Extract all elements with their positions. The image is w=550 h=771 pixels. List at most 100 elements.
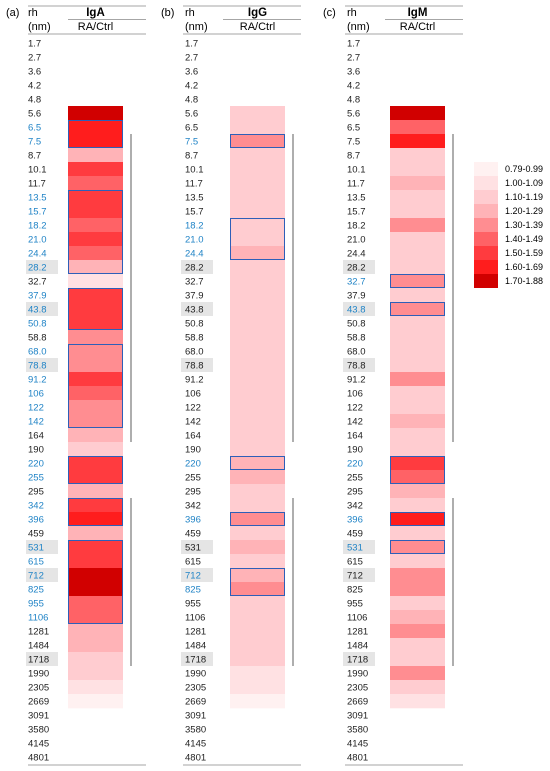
row-label: 58.8: [28, 333, 47, 344]
row-label: 24.4: [185, 249, 204, 260]
row-label: 615: [347, 557, 363, 568]
row-label: 7.5: [347, 137, 360, 148]
heat-cell: [230, 652, 285, 667]
heat-cell: [68, 666, 123, 681]
heat-cell: [68, 442, 123, 457]
row-label: 396: [28, 515, 44, 526]
heat-cell: [390, 498, 445, 513]
heat-cell: [68, 120, 123, 135]
heat-cell: [68, 400, 123, 415]
heat-cell: [390, 568, 445, 583]
row-label: 1718: [347, 655, 368, 666]
heat-cell: [390, 162, 445, 177]
heat-cell: [230, 232, 285, 247]
row-label: 21.0: [28, 235, 47, 246]
row-label: 255: [28, 473, 44, 484]
significance-box: [230, 456, 285, 470]
heat-cell: [390, 680, 445, 695]
row-label: 32.7: [28, 277, 47, 288]
heat-cell: [390, 596, 445, 611]
heat-cell: [230, 624, 285, 639]
row-highlight: [26, 540, 58, 554]
row-label: 11.7: [347, 179, 365, 190]
heat-cell: [68, 554, 123, 569]
row-label: 2669: [347, 697, 368, 708]
row-label: 78.8: [28, 361, 47, 372]
row-label: 78.8: [347, 361, 366, 372]
legend-label: 1.40-1.49: [505, 234, 543, 244]
row-label: 3091: [28, 711, 49, 722]
row-label: 43.8: [28, 305, 47, 316]
heat-cell: [68, 526, 123, 541]
row-label: 6.5: [347, 123, 360, 134]
heat-cell: [230, 288, 285, 303]
row-header: rh: [185, 7, 195, 19]
row-label: 21.0: [185, 235, 204, 246]
row-label: 255: [347, 473, 363, 484]
row-label: 18.2: [185, 221, 204, 232]
row-label: 220: [185, 459, 201, 470]
heat-cell: [390, 652, 445, 667]
row-label: 15.7: [185, 207, 204, 218]
heat-cell: [230, 358, 285, 373]
row-label: 7.5: [185, 137, 198, 148]
row-label: 37.9: [347, 291, 366, 302]
significance-box: [230, 512, 285, 526]
row-label: 142: [28, 417, 44, 428]
row-label: 13.5: [185, 193, 204, 204]
row-label: 1106: [347, 613, 367, 624]
heat-cell: [390, 190, 445, 205]
heat-cell: [230, 400, 285, 415]
heat-cell: [68, 652, 123, 667]
row-label: 531: [347, 543, 363, 554]
row-label: 342: [185, 501, 201, 512]
heat-cell: [68, 540, 123, 555]
heat-cell: [68, 358, 123, 373]
row-label: 4145: [185, 739, 206, 750]
row-unit: (nm): [347, 21, 370, 33]
row-label: 43.8: [185, 305, 204, 316]
row-highlight: [343, 358, 375, 372]
row-label: 164: [28, 431, 44, 442]
heat-cell: [390, 554, 445, 569]
row-label: 10.1: [185, 165, 204, 176]
heat-cell: [230, 428, 285, 443]
row-label: 955: [347, 599, 363, 610]
row-label: 1484: [185, 641, 206, 652]
legend-swatch: [474, 232, 498, 246]
row-label: 7.5: [28, 137, 41, 148]
row-label: 43.8: [347, 305, 366, 316]
row-label: 1990: [185, 669, 206, 680]
row-label: 24.4: [347, 249, 366, 260]
row-highlight: [343, 302, 375, 316]
row-label: 220: [28, 459, 44, 470]
row-label: 78.8: [185, 361, 204, 372]
row-label: 1.7: [185, 39, 198, 50]
heat-cell: [230, 344, 285, 359]
row-label: 58.8: [347, 333, 366, 344]
significance-box: [390, 274, 445, 288]
row-label: 2305: [28, 683, 49, 694]
legend-label: 1.50-1.59: [505, 248, 543, 258]
row-label: 28.2: [347, 263, 366, 274]
row-label: 1990: [347, 669, 368, 680]
row-label: 2305: [185, 683, 206, 694]
heat-cell: [390, 386, 445, 401]
row-label: 295: [347, 487, 363, 498]
heat-cell: [230, 694, 285, 709]
row-label: 122: [28, 403, 44, 414]
significance-box: [230, 134, 285, 148]
heat-cell: [390, 484, 445, 499]
row-label: 712: [347, 571, 363, 582]
heat-cell: [230, 316, 285, 331]
row-unit: (nm): [28, 21, 51, 33]
row-label: 10.1: [28, 165, 47, 176]
row-label: 712: [185, 571, 201, 582]
row-label: 4.2: [347, 81, 360, 92]
row-label: 28.2: [28, 263, 47, 274]
row-label: 11.7: [28, 179, 46, 190]
legend-swatch: [474, 246, 498, 260]
row-label: 825: [185, 585, 201, 596]
heat-cell: [230, 680, 285, 695]
heat-cell: [390, 624, 445, 639]
